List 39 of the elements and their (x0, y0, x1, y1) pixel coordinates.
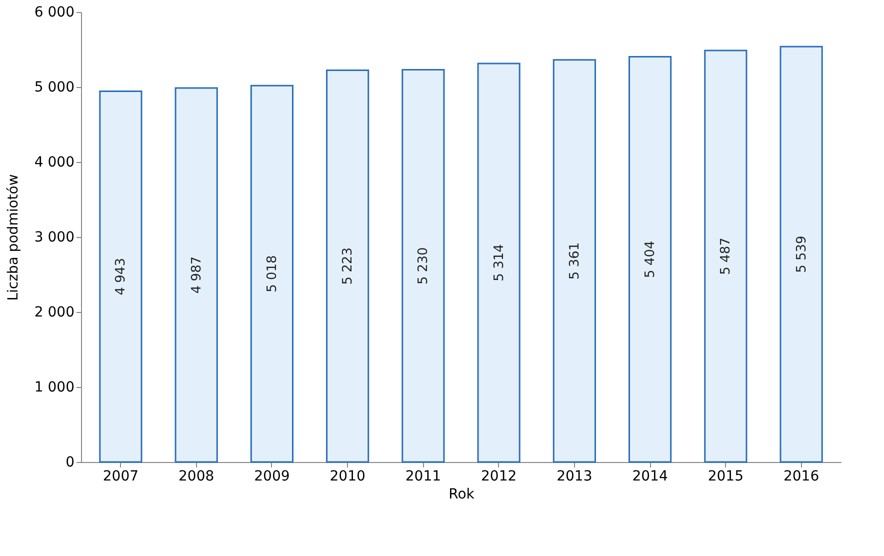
x-tick-label: 2010 (330, 468, 366, 484)
data-label: 4 943 (114, 258, 129, 296)
y-tick-label: 1 000 (34, 380, 74, 396)
bar (552, 59, 596, 463)
x-tick-label: 2013 (556, 468, 592, 484)
x-axis-title: Rok (448, 486, 476, 502)
data-label: 5 539 (794, 236, 810, 273)
y-axis-title: Liczba podmiotów (5, 174, 22, 301)
x-tick-label: 2008 (178, 468, 214, 484)
x-tick-label: 2012 (480, 468, 517, 484)
x-tick-label: 2011 (405, 468, 442, 484)
x-tick-label: 2007 (102, 468, 139, 484)
x-tick-label: 2016 (783, 468, 820, 484)
data-label: 5 018 (264, 255, 280, 292)
data-label: 5 361 (567, 242, 582, 280)
bar (628, 56, 672, 463)
x-tick-label: 2009 (254, 468, 290, 484)
x-tick-label: 2015 (708, 468, 744, 484)
y-tick-label: 2 000 (34, 304, 74, 320)
data-label: 5 314 (492, 244, 507, 282)
bar (174, 87, 218, 463)
data-label: 5 487 (718, 238, 734, 275)
data-label: 5 230 (416, 247, 432, 284)
y-tick-label: 5 000 (34, 80, 74, 96)
bar (780, 46, 823, 463)
y-tick-label: 0 (66, 454, 74, 470)
bar (704, 50, 748, 463)
data-label: 5 404 (643, 240, 658, 278)
bar (250, 84, 294, 463)
bar (402, 69, 445, 463)
x-tick-label: 2014 (632, 468, 668, 484)
data-label: 4 987 (189, 256, 204, 294)
y-tick-label: 3 000 (34, 230, 74, 246)
bar (326, 70, 370, 463)
bar (99, 90, 142, 463)
y-tick-label: 6 000 (34, 4, 74, 20)
bar (477, 62, 520, 463)
data-label: 5 223 (340, 248, 356, 285)
y-tick-label: 4 000 (34, 154, 74, 170)
